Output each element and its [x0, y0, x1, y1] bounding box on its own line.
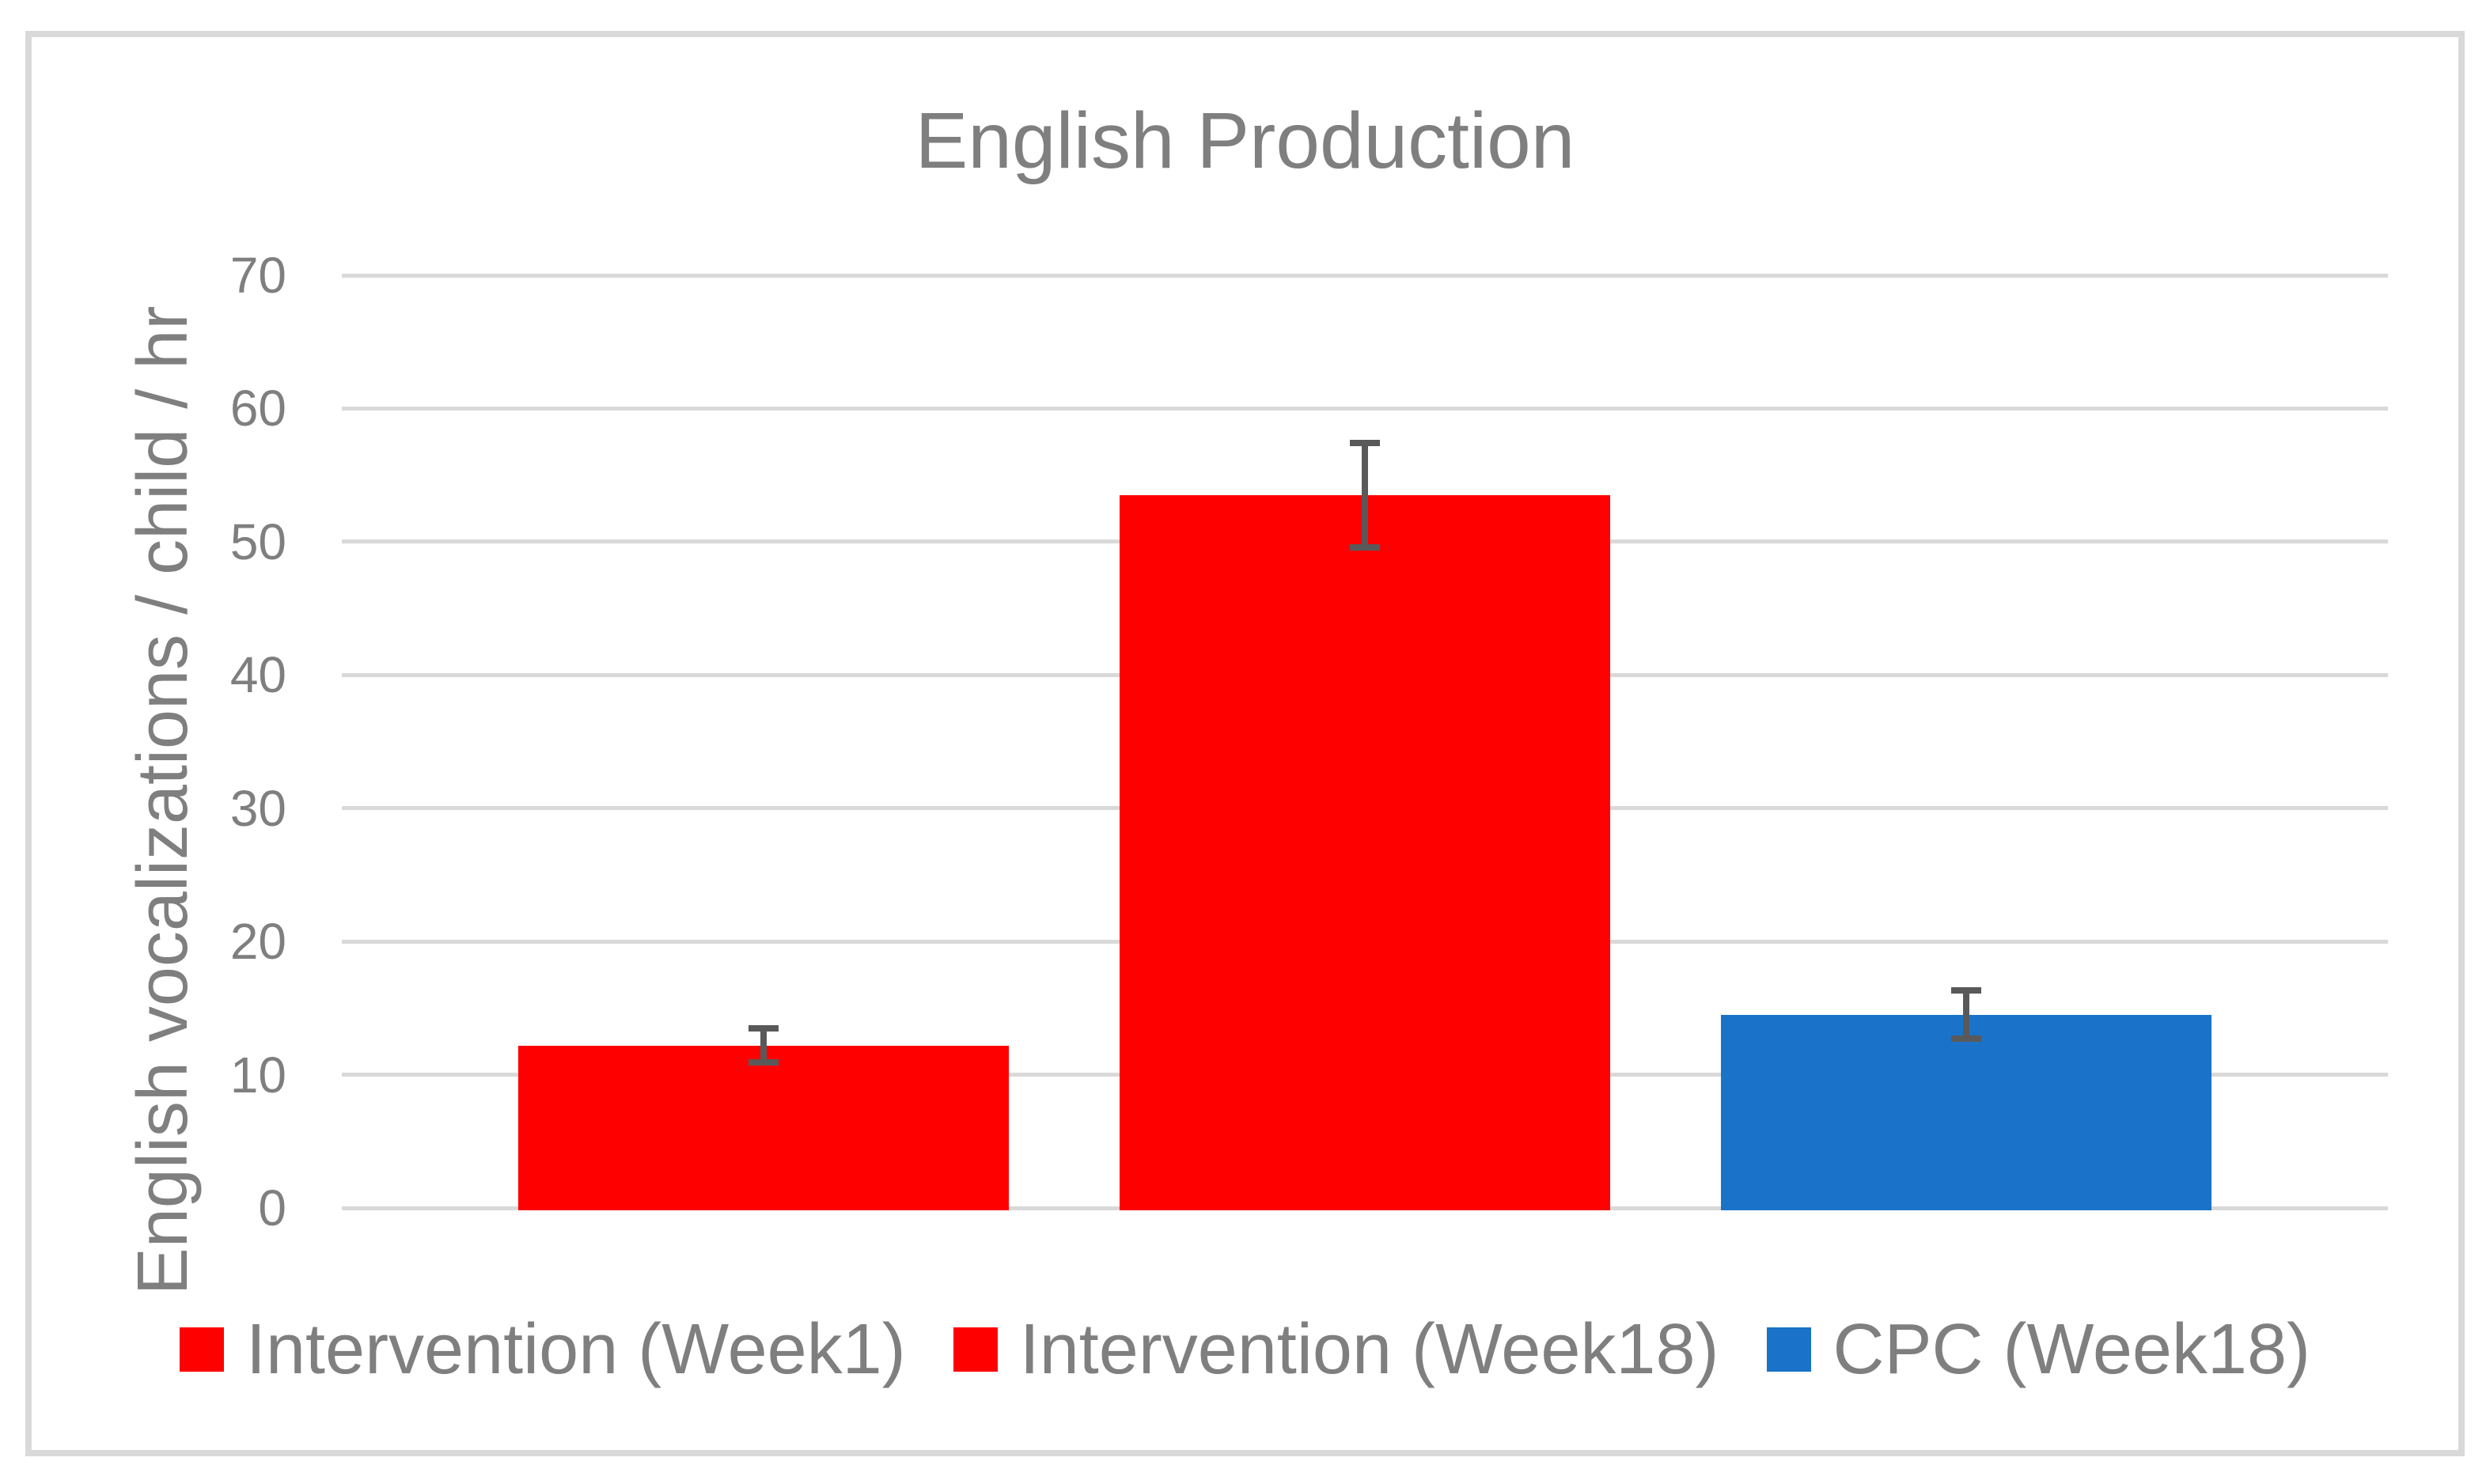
legend-marker-intervention-week1 — [179, 1327, 224, 1372]
legend-marker-intervention-week18 — [953, 1327, 998, 1372]
error-bar-cap-top-3 — [1951, 987, 1981, 994]
legend: Intervention (Week1) Intervention (Week1… — [0, 1306, 2490, 1393]
plot-area — [342, 273, 2388, 1210]
chart-title: English Production — [915, 97, 1575, 185]
y-tick-label-40: 40 — [229, 646, 286, 704]
y-axis-ticks: 0 10 20 30 40 50 60 70 — [0, 250, 286, 1233]
error-bar-line-2 — [1362, 443, 1368, 547]
y-tick-label-30: 30 — [229, 779, 286, 837]
error-bar-cap-bottom-3 — [1951, 1035, 1981, 1043]
bar-2 — [1120, 494, 1610, 1210]
legend-item-cpc-week18: CPC (Week18) — [1766, 1310, 2311, 1389]
y-tick-label-70: 70 — [229, 247, 286, 304]
error-bar-cap-bottom-2 — [1350, 543, 1380, 551]
y-tick-label-20: 20 — [229, 913, 286, 971]
legend-label-intervention-week18: Intervention (Week18) — [1019, 1310, 1719, 1389]
legend-item-intervention-week1: Intervention (Week1) — [179, 1310, 906, 1389]
bar-3 — [1721, 1014, 2211, 1210]
legend-item-intervention-week18: Intervention (Week18) — [953, 1314, 1719, 1385]
legend-label-intervention-week1: Intervention (Week1) — [245, 1310, 906, 1389]
error-bar-cap-top-1 — [749, 1024, 779, 1032]
bar-1 — [518, 1045, 1009, 1210]
y-tick-label-50: 50 — [229, 513, 286, 570]
gridline-70 — [342, 273, 2388, 278]
error-bar-line-1 — [760, 1028, 767, 1063]
y-tick-label-0: 0 — [258, 1179, 286, 1236]
error-bar-cap-top-2 — [1350, 440, 1380, 447]
gridline-60 — [342, 406, 2388, 411]
legend-label-cpc-week18: CPC (Week18) — [1832, 1310, 2311, 1389]
error-bar-cap-bottom-1 — [749, 1059, 779, 1066]
y-tick-label-60: 60 — [229, 380, 286, 437]
y-tick-label-10: 10 — [229, 1046, 286, 1104]
legend-marker-cpc-week18 — [1766, 1327, 1811, 1372]
error-bar-line-3 — [1963, 990, 1969, 1039]
